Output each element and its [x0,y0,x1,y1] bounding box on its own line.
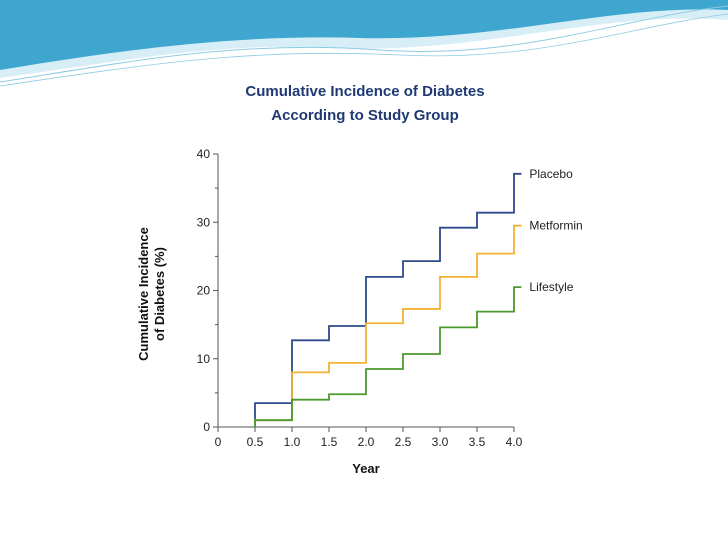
x-tick-label: 3.0 [432,435,449,449]
y-axis-title-line-2: of Diabetes (%) [152,247,167,341]
header-wave-front [0,0,728,70]
series-label-lifestyle: Lifestyle [529,280,573,294]
y-tick-label: 40 [197,147,211,161]
x-tick-label: 3.5 [469,435,486,449]
x-tick-label: 0 [215,435,222,449]
chart-title-line-1: Cumulative Incidence of Diabetes [245,83,484,100]
x-tick-label: 4.0 [506,435,523,449]
header-wave-stroke-2 [0,13,728,87]
series-label-placebo: Placebo [529,167,573,181]
x-tick-label: 1.5 [321,435,338,449]
slide-header-decoration [0,0,728,87]
series-line-placebo [254,172,522,427]
series-lines [254,172,522,427]
x-tick-label: 2.0 [358,435,375,449]
x-tick-label: 1.0 [284,435,301,449]
axes: 0 10 20 30 40 0 0.5 1.0 1.5 2.0 2.5 3.0 3.5 4.0 [197,147,523,449]
series-label-metformin: Metformin [529,219,582,233]
y-axis-title-line-1: Cumulative Incidence [136,227,151,361]
x-tick-label: 0.5 [247,435,264,449]
figure-panel [124,74,606,478]
x-tick-label: 2.5 [395,435,412,449]
y-tick-label: 0 [203,420,210,434]
header-wave-stroke [0,5,728,83]
series-labels: Placebo Metformin Lifestyle [529,167,582,294]
series-line-metformin [254,224,522,427]
y-tick-label: 20 [197,284,211,298]
x-axis-title: Year [352,461,379,476]
chart: Cumulative Incidence of Diabetes Accordi… [136,83,583,476]
y-tick-label: 10 [197,352,211,366]
series-line-lifestyle [254,286,522,427]
chart-title-line-2: According to Study Group [271,107,459,124]
y-tick-label: 30 [197,215,211,229]
